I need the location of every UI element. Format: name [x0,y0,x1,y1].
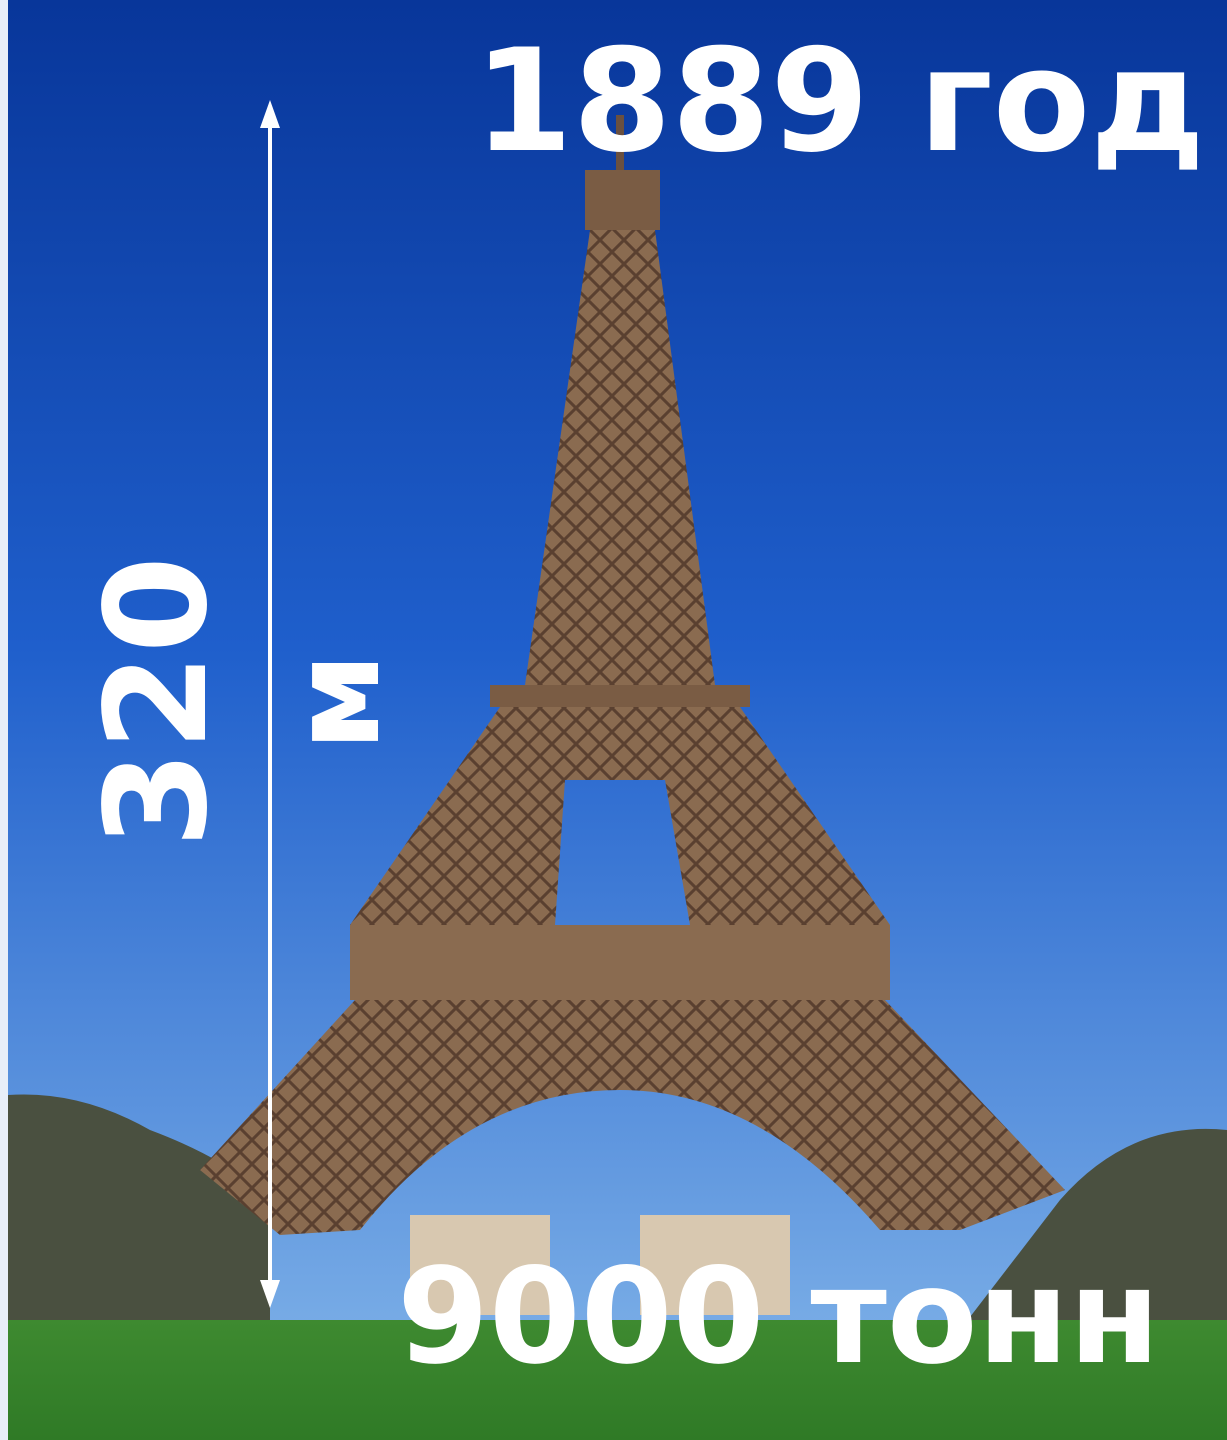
slide: 1889 год 320 м 9000 тонн [0,0,1227,1440]
height-number: 320 [76,556,239,848]
height-unit: м [268,653,407,751]
weight-label: 9000 тонн [397,1240,1160,1394]
year-label: 1889 год [474,19,1205,184]
page: 1889 год 320 м 9000 тонн (() => { const … [0,0,1227,1440]
